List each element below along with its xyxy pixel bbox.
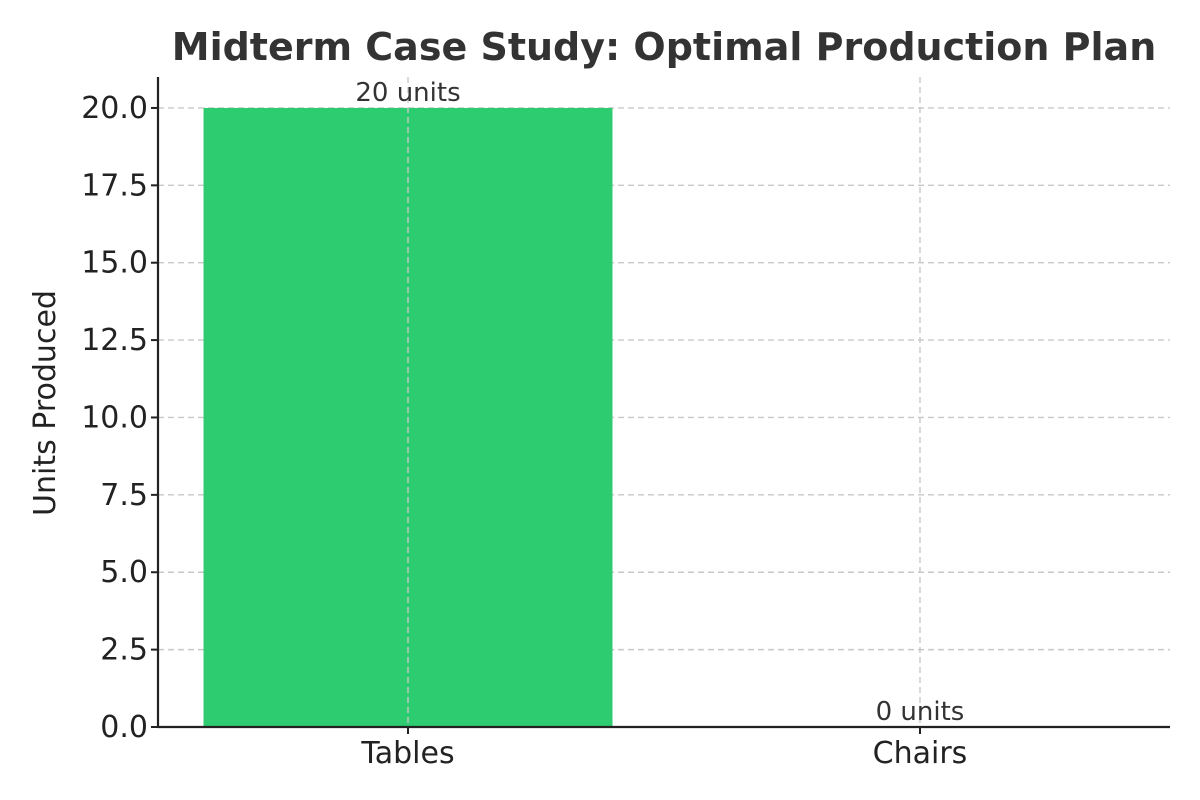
- y-axis-label: Units Produced: [28, 290, 63, 516]
- y-tick-label: 7.5: [100, 478, 148, 513]
- y-tick-label: 0.0: [100, 710, 148, 745]
- y-tick-label: 15.0: [81, 246, 148, 281]
- bars: [204, 77, 921, 727]
- y-tick-label: 17.5: [81, 168, 148, 203]
- x-tick-label-chairs: Chairs: [873, 736, 968, 771]
- y-tick-label: 5.0: [100, 555, 148, 590]
- y-tick-label: 2.5: [100, 633, 148, 668]
- x-tick-label-tables: Tables: [360, 736, 454, 771]
- chart-title: Midterm Case Study: Optimal Production P…: [172, 25, 1157, 69]
- y-tick-label: 20.0: [81, 91, 148, 126]
- data-label-chairs: 0 units: [876, 697, 965, 727]
- data-label-tables: 20 units: [355, 78, 460, 108]
- y-tick-label: 12.5: [81, 323, 148, 358]
- y-tick-label: 10.0: [81, 400, 148, 435]
